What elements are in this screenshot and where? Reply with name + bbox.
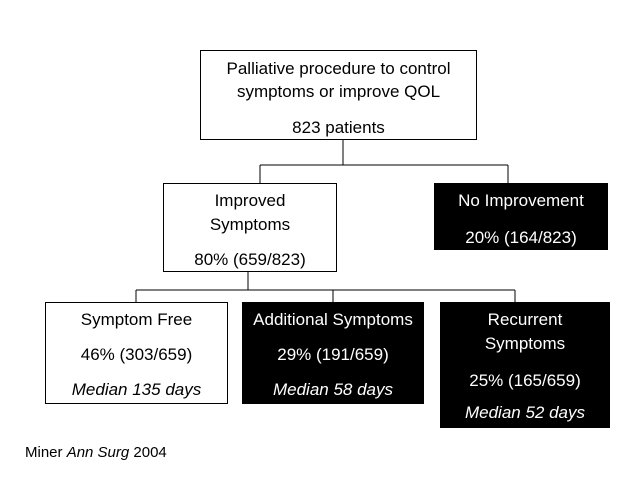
node-title: Symptoms	[484, 334, 566, 353]
additional-symptoms-node: Additional Symptoms 29% (191/659) Median…	[242, 302, 424, 404]
symptom-free-node: Symptom Free 46% (303/659) Median 135 da…	[45, 302, 228, 404]
node-note: Median 52 days	[464, 403, 586, 422]
node-stat: 25% (165/659)	[469, 371, 581, 390]
node-title: Additional Symptoms	[253, 310, 413, 329]
node-stat: 823 patients	[292, 118, 385, 137]
node-note: Median 58 days	[272, 380, 394, 399]
recurrent-symptoms-node: Recurrent Symptoms 25% (165/659) Median …	[440, 302, 610, 428]
root-node: Palliative procedure to control symptoms…	[200, 50, 477, 140]
citation: Miner Ann Surg 2004	[25, 444, 167, 462]
node-stat: 20% (164/823)	[465, 228, 577, 247]
node-stat: 29% (191/659)	[277, 345, 389, 364]
node-title: Recurrent	[487, 310, 563, 329]
node-stat: 80% (659/823)	[194, 250, 306, 269]
node-title: Improved	[214, 191, 286, 210]
node-title: Symptom Free	[80, 310, 193, 329]
node-note: Median 135 days	[71, 380, 202, 399]
node-title: symptoms or improve QOL	[236, 82, 441, 101]
node-title: No Improvement	[458, 191, 584, 210]
citation-author: Miner	[25, 444, 63, 461]
node-stat: 46% (303/659)	[80, 345, 193, 364]
node-title: Symptoms	[209, 215, 291, 234]
citation-year: 2004	[133, 444, 167, 461]
citation-journal: Ann Surg	[66, 444, 130, 461]
no-improvement-node: No Improvement 20% (164/823)	[434, 183, 608, 250]
improved-node: Improved Symptoms 80% (659/823)	[163, 183, 337, 272]
node-title: Palliative procedure to control	[226, 59, 451, 78]
